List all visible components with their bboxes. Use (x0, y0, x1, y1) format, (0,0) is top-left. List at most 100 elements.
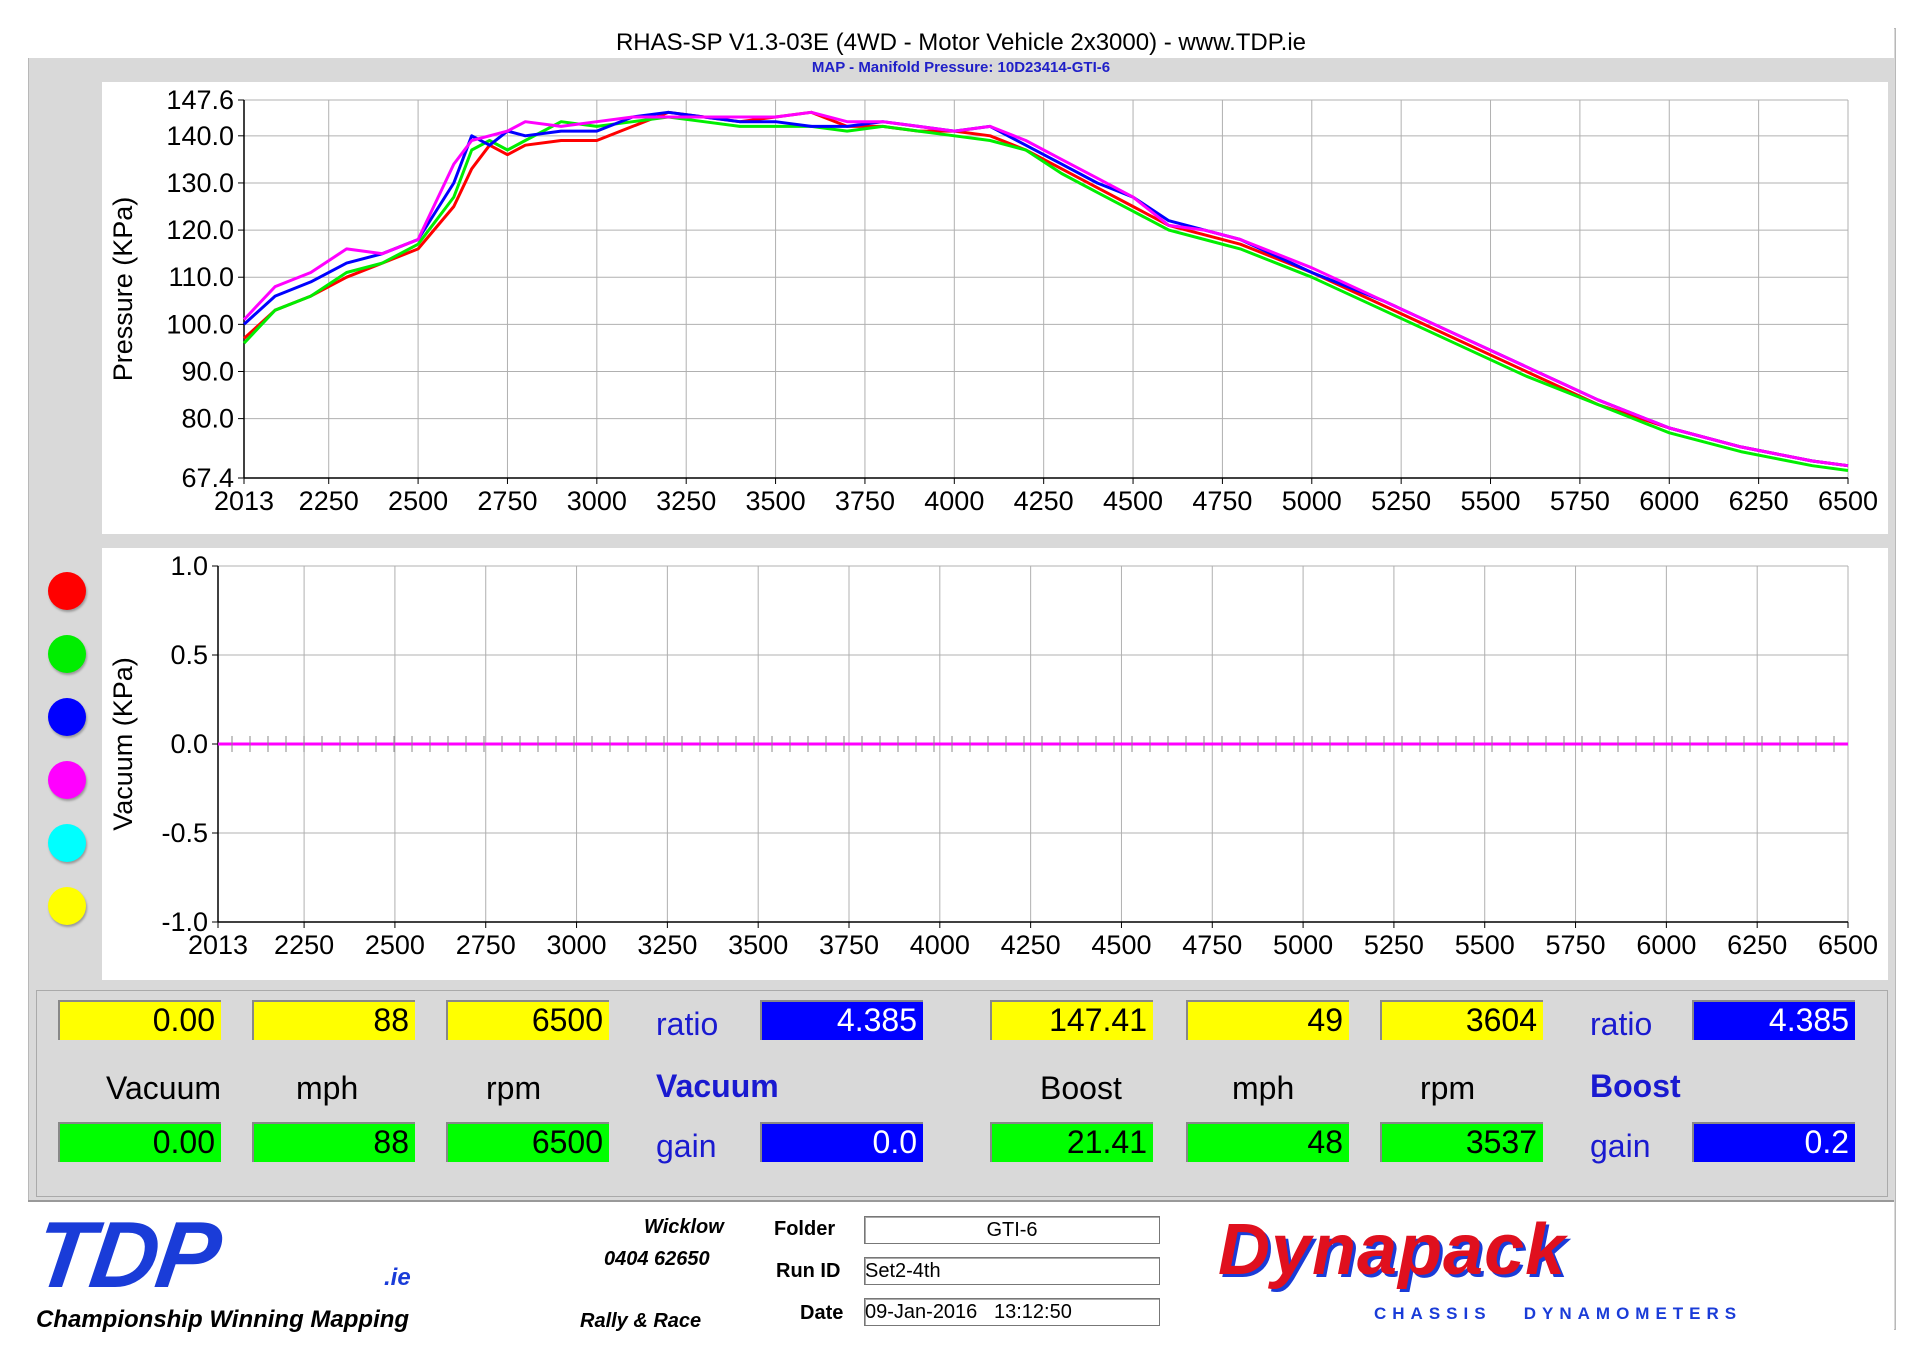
right-gain-value: 0.2 (1692, 1122, 1855, 1162)
legend-dot-2[interactable] (48, 698, 86, 736)
left-rpm-value-top: 6500 (446, 1000, 609, 1040)
x-tick-label: 2013 (214, 486, 274, 516)
left-section-label: Vacuum (656, 1068, 779, 1104)
left-vacuum-value-bottom: 0.00 (58, 1122, 221, 1162)
tdp-logo-suffix: .ie (384, 1264, 411, 1291)
y-tick-label: 0.5 (170, 640, 208, 670)
rally-race: Rally & Race (580, 1310, 702, 1332)
legend-dot-3[interactable] (48, 761, 86, 799)
right-ratio-value: 4.385 (1692, 1000, 1855, 1040)
x-tick-label: 4250 (1001, 930, 1061, 960)
x-tick-label: 4750 (1182, 930, 1242, 960)
title-bar: RHAS-SP V1.3-03E (4WD - Motor Vehicle 2x… (28, 28, 1894, 58)
y-tick-label: -1.0 (161, 907, 208, 937)
x-tick-label: 4500 (1103, 486, 1163, 516)
vacuum-chart-svg: 2013 2250 2500 2750 3000 3250 3500 3750 4000 4250… (108, 551, 1878, 960)
right-boost-label: Boost (1040, 1070, 1122, 1106)
y-axis-label: Pressure (KPa) (108, 197, 138, 382)
x-tick-label: 3000 (547, 930, 607, 960)
footer: TDP .ie Championship Winning Mapping Wic… (28, 1200, 1894, 1333)
y-tick-label: 110.0 (168, 262, 234, 292)
chart-subtitle: MAP - Manifold Pressure: 10D23414-GTI-6 (811, 59, 1111, 76)
left-ratio-label: ratio (656, 1006, 719, 1042)
left-gain-value: 0.0 (760, 1122, 923, 1162)
right-mph-value-bottom: 48 (1186, 1122, 1349, 1162)
x-tick-label: 6250 (1727, 930, 1787, 960)
right-gain-label: gain (1590, 1128, 1651, 1164)
phone: 0404 62650 (604, 1248, 710, 1270)
right-ratio-label: ratio (1590, 1006, 1653, 1042)
tdp-logo: TDP (28, 1202, 226, 1307)
legend-dot-0[interactable] (48, 572, 86, 610)
location: Wicklow (644, 1216, 724, 1238)
x-tick-label: 6000 (1639, 486, 1699, 516)
runid-field: Set2-4th (864, 1257, 1160, 1285)
series-line-2 (242, 110, 1849, 468)
x-tick-label: 3750 (819, 930, 879, 960)
y-axis-label: Vacuum (KPa) (108, 657, 138, 831)
y-tick-label: 140.0 (166, 121, 234, 151)
series-line-1 (242, 115, 1849, 472)
left-mph-label: mph (296, 1070, 359, 1106)
x-tick-label: 4000 (910, 930, 970, 960)
x-tick-label: 3750 (835, 486, 895, 516)
y-tick-label: 130.0 (166, 168, 234, 198)
y-tick-label: 80.0 (181, 404, 234, 434)
pressure-chart-svg: 2013 2250 2500 2750 3000 3250 3500 3750 4000 4250… (108, 85, 1878, 516)
x-tick-label: 4000 (924, 486, 984, 516)
left-rpm-label: rpm (486, 1070, 542, 1106)
x-tick-label: 5000 (1282, 486, 1342, 516)
runid-label: Run ID (776, 1260, 841, 1282)
right-rpm-label: rpm (1420, 1070, 1476, 1106)
x-tick-label: 5000 (1273, 930, 1333, 960)
window-title: RHAS-SP V1.3-03E (4WD - Motor Vehicle 2x… (615, 29, 1307, 56)
x-tick-label: 6000 (1636, 930, 1696, 960)
legend-dot-5[interactable] (48, 887, 86, 925)
right-rpm-value-top: 3604 (1380, 1000, 1543, 1040)
x-tick-label: 6500 (1818, 486, 1878, 516)
right-rpm-value-bottom: 3537 (1380, 1122, 1543, 1162)
right-boost-value-bottom: 21.41 (990, 1122, 1153, 1162)
right-mph-value-top: 49 (1186, 1000, 1349, 1040)
y-tick-label: 0.0 (170, 729, 208, 759)
x-tick-label: 5250 (1371, 486, 1431, 516)
x-tick-label: 3000 (567, 486, 627, 516)
y-tick-label: 1.0 (170, 551, 208, 581)
x-tick-label: 3250 (637, 930, 697, 960)
series-line-3 (242, 110, 1849, 468)
date-label: Date (800, 1302, 844, 1324)
dynapack-tagline: CHASSIS DYNAMOMETERS (1374, 1304, 1743, 1323)
pressure-chart: 2013 2250 2500 2750 3000 3250 3500 3750 4000 4250… (102, 82, 1888, 534)
x-tick-label: 5250 (1364, 930, 1424, 960)
left-mph-value-bottom: 88 (252, 1122, 415, 1162)
vacuum-chart: 2013 2250 2500 2750 3000 3250 3500 3750 4000 4250… (102, 548, 1888, 980)
x-tick-label: 6250 (1729, 486, 1789, 516)
x-tick-label: 4250 (1014, 486, 1074, 516)
x-tick-label: 5750 (1550, 486, 1610, 516)
tagline: Championship Winning Mapping (36, 1306, 410, 1333)
right-mph-label: mph (1232, 1070, 1295, 1106)
x-tick-label: 6500 (1818, 930, 1878, 960)
y-tick-label: 147.6 (166, 85, 234, 115)
left-mph-value-top: 88 (252, 1000, 415, 1040)
x-tick-label: 3500 (746, 486, 806, 516)
x-tick-label: 2750 (477, 486, 537, 516)
dynapack-logo: Dynapack (1218, 1210, 1567, 1290)
x-tick-label: 5500 (1460, 486, 1520, 516)
x-tick-label: 5750 (1546, 930, 1606, 960)
x-tick-label: 4500 (1091, 930, 1151, 960)
y-tick-label: 67.4 (181, 463, 234, 493)
left-vacuum-value-top: 0.00 (58, 1000, 221, 1040)
left-rpm-value-bottom: 6500 (446, 1122, 609, 1162)
y-tick-label: -0.5 (161, 818, 208, 848)
x-tick-label: 2250 (274, 930, 334, 960)
legend-dot-4[interactable] (48, 824, 86, 862)
folder-field: GTI-6 (864, 1216, 1160, 1244)
left-ratio-value: 4.385 (760, 1000, 923, 1040)
right-boost-value-top: 147.41 (990, 1000, 1153, 1040)
y-tick-label: 100.0 (166, 309, 234, 339)
legend-dot-1[interactable] (48, 635, 86, 673)
x-tick-label: 2750 (456, 930, 516, 960)
left-gain-label: gain (656, 1128, 717, 1164)
y-tick-label: 120.0 (166, 215, 234, 245)
